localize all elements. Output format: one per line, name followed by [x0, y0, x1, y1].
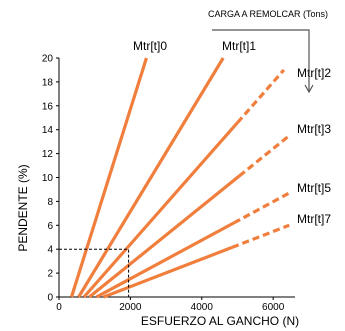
- series-label-2: Mtr[t]2: [297, 66, 331, 80]
- reference-guide: [59, 248, 130, 297]
- y-tick-label: 18: [42, 77, 54, 88]
- title-bracket: [212, 29, 310, 92]
- series-label-1: Mtr[t]1: [222, 39, 256, 53]
- y-tick-label: 14: [42, 125, 54, 136]
- x-tick-label: 2000: [119, 302, 142, 313]
- y-axis-label: PENDENTE (%): [16, 164, 30, 251]
- x-tick-label: 6000: [262, 302, 285, 313]
- y-tick-label: 8: [47, 197, 53, 208]
- y-tick-label: 10: [42, 173, 54, 184]
- arrow-down-icon: [304, 84, 314, 94]
- y-tick-label: 6: [47, 221, 53, 232]
- series-label-5: Mtr[t]7: [297, 212, 331, 226]
- x-axis-label: ESFUERZO AL GANCHO (N): [141, 314, 299, 328]
- y-tick-label: 4: [47, 245, 53, 256]
- chart-title: CARGA A REMOLCAR (Tons): [208, 9, 328, 19]
- x-tick-label: 0: [56, 302, 62, 313]
- x-tick-label: 4000: [191, 302, 214, 313]
- series-line-0: [69, 57, 148, 298]
- series-label-3: Mtr[t]3: [297, 122, 331, 136]
- plot-area: 0 2 4 6 8 10 12 14 16 18 20 0 2000 4000 6000 Mtr[t]0 Mtr…: [42, 29, 331, 313]
- series-line-4: [95, 221, 235, 299]
- series-label-4: Mtr[t]5: [297, 181, 331, 195]
- series-dashed-line-3: [238, 134, 291, 178]
- y-tick-label: 12: [42, 149, 54, 160]
- series-line-5: [103, 245, 233, 299]
- y-tick-label: 20: [42, 54, 54, 65]
- series-line-3: [88, 174, 241, 299]
- series-dashed-line-4: [233, 191, 290, 225]
- y-tick-label: 16: [42, 101, 54, 112]
- y-tick-label: 2: [47, 269, 53, 280]
- y-tick-label: 0: [47, 293, 53, 304]
- series-line-1: [77, 57, 225, 298]
- series-label-0: Mtr[t]0: [133, 39, 167, 53]
- series-dashed-line-2: [236, 68, 286, 124]
- series-line-2: [82, 121, 239, 299]
- series-dashed-line-5: [231, 223, 290, 249]
